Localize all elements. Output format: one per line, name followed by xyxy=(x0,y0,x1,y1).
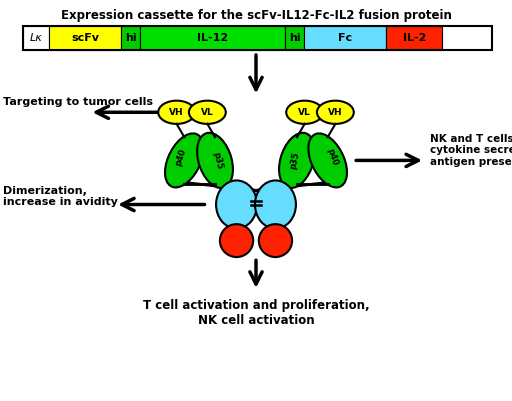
Bar xyxy=(285,26,304,50)
Text: p40: p40 xyxy=(325,148,339,167)
Text: NK and T cells activation,
cytokine secretion,
antigen presentation: NK and T cells activation, cytokine secr… xyxy=(430,134,512,167)
Ellipse shape xyxy=(158,101,195,124)
Text: VL: VL xyxy=(298,108,311,117)
Text: p35: p35 xyxy=(288,151,301,170)
Bar xyxy=(304,26,386,50)
Ellipse shape xyxy=(308,134,347,187)
Ellipse shape xyxy=(286,101,323,124)
Ellipse shape xyxy=(259,224,292,257)
Bar xyxy=(386,26,442,50)
Bar xyxy=(23,26,49,50)
Text: Expression cassette for the scFv-IL12-Fc-IL2 fusion protein: Expression cassette for the scFv-IL12-Fc… xyxy=(60,9,452,22)
Bar xyxy=(49,26,121,50)
Text: Dimerization,
increase in avidity: Dimerization, increase in avidity xyxy=(3,186,117,207)
Text: scFv: scFv xyxy=(71,33,99,43)
Text: VH: VH xyxy=(169,108,184,117)
Text: Targeting to tumor cells: Targeting to tumor cells xyxy=(3,97,153,107)
Text: VH: VH xyxy=(328,108,343,117)
Text: IL-12: IL-12 xyxy=(197,33,228,43)
Ellipse shape xyxy=(317,101,354,124)
Ellipse shape xyxy=(197,133,233,188)
Bar xyxy=(140,26,285,50)
Ellipse shape xyxy=(165,134,204,187)
Text: IL-2: IL-2 xyxy=(402,33,426,43)
Text: T cell activation and proliferation,
NK cell activation: T cell activation and proliferation, NK … xyxy=(143,299,369,327)
Bar xyxy=(23,26,492,50)
Text: Lκ: Lκ xyxy=(30,33,42,43)
Ellipse shape xyxy=(279,133,315,188)
Ellipse shape xyxy=(255,180,296,229)
Text: hi: hi xyxy=(125,33,137,43)
Ellipse shape xyxy=(189,101,226,124)
Text: hi: hi xyxy=(289,33,301,43)
Ellipse shape xyxy=(216,180,257,229)
Bar xyxy=(121,26,140,50)
Text: p40: p40 xyxy=(173,148,187,167)
Text: p35: p35 xyxy=(211,151,224,170)
Text: Fc: Fc xyxy=(338,33,352,43)
Ellipse shape xyxy=(220,224,253,257)
Text: VL: VL xyxy=(201,108,214,117)
